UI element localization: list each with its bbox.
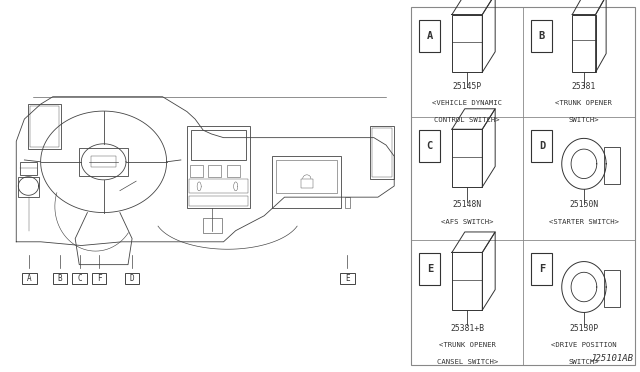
Text: CANSEL SWITCH>: CANSEL SWITCH> — [436, 359, 498, 365]
Text: D: D — [130, 274, 134, 283]
Text: CONTROL SWITCH>: CONTROL SWITCH> — [435, 117, 500, 123]
Text: C: C — [77, 274, 82, 283]
Bar — [53, 273, 67, 284]
Text: <DRIVE POSITION: <DRIVE POSITION — [551, 342, 617, 348]
Text: 25150N: 25150N — [570, 200, 598, 209]
Bar — [125, 273, 140, 284]
Text: F: F — [97, 274, 102, 283]
Bar — [604, 270, 620, 308]
Text: D: D — [539, 141, 545, 151]
Bar — [28, 104, 61, 149]
Text: <AFS SWITCH>: <AFS SWITCH> — [441, 219, 493, 225]
Bar — [419, 253, 440, 285]
Bar — [203, 218, 221, 232]
Bar — [419, 20, 440, 52]
Bar — [340, 273, 355, 284]
Bar — [370, 126, 394, 179]
Text: 25381+B: 25381+B — [450, 324, 484, 333]
Text: E: E — [427, 264, 433, 274]
Text: A: A — [427, 31, 433, 41]
Bar — [276, 160, 337, 193]
Bar — [189, 179, 248, 193]
Text: A: A — [27, 274, 31, 283]
Bar — [189, 196, 248, 206]
Bar — [531, 253, 552, 285]
Text: 25148N: 25148N — [452, 200, 482, 209]
Bar — [190, 165, 204, 177]
Text: B: B — [539, 31, 545, 41]
Text: 25145P: 25145P — [452, 82, 482, 91]
Bar — [92, 156, 116, 167]
Bar — [272, 156, 341, 208]
Text: <STARTER SWITCH>: <STARTER SWITCH> — [549, 219, 619, 225]
Text: B: B — [58, 274, 63, 283]
Text: <TRUNK OPENER: <TRUNK OPENER — [438, 342, 495, 348]
Bar — [72, 273, 87, 284]
Bar — [452, 15, 483, 72]
Bar — [19, 177, 38, 197]
Text: F: F — [539, 264, 545, 274]
Text: 25381: 25381 — [572, 82, 596, 91]
Text: E: E — [345, 274, 350, 283]
Bar — [531, 130, 552, 162]
Text: C: C — [427, 141, 433, 151]
Text: SWITCH>: SWITCH> — [568, 359, 599, 365]
Bar — [22, 273, 36, 284]
Bar — [79, 148, 128, 176]
Text: <TRUNK OPENER: <TRUNK OPENER — [556, 100, 612, 106]
Text: SWITCH>: SWITCH> — [568, 117, 599, 123]
Bar — [187, 126, 250, 208]
Bar — [531, 20, 552, 52]
Text: <VEHICLE DYNAMIC: <VEHICLE DYNAMIC — [432, 100, 502, 106]
Bar — [209, 165, 221, 177]
Text: 25130P: 25130P — [570, 324, 598, 333]
Bar — [452, 253, 483, 310]
Bar — [301, 179, 313, 188]
Bar — [604, 147, 620, 184]
Bar — [20, 162, 36, 175]
Bar — [572, 15, 596, 72]
Bar — [419, 130, 440, 162]
Bar — [452, 129, 483, 187]
Bar — [372, 128, 392, 177]
Bar — [227, 165, 240, 177]
Text: J25101AB: J25101AB — [590, 354, 633, 363]
Bar — [92, 273, 106, 284]
Bar — [191, 130, 246, 160]
Bar — [344, 197, 349, 208]
Bar — [31, 106, 59, 147]
